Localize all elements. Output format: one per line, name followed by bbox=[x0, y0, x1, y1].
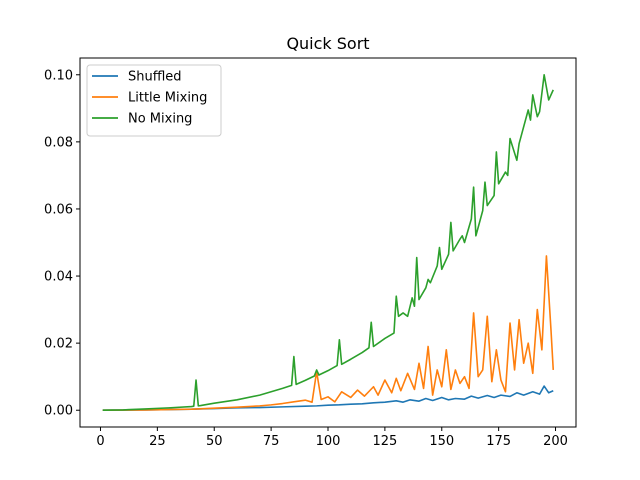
x-tick-label-6: 150 bbox=[429, 434, 454, 449]
y-tick-label-0: 0.00 bbox=[44, 404, 73, 419]
x-tick-label-4: 100 bbox=[316, 434, 341, 449]
x-tick-label-1: 25 bbox=[149, 434, 166, 449]
series-line-shuffled bbox=[102, 385, 554, 412]
legend-label-little-mixing: Little Mixing bbox=[128, 91, 207, 106]
chart-title: Quick Sort bbox=[286, 34, 369, 53]
x-tick-label-7: 175 bbox=[486, 434, 511, 449]
series-line-little-mixing bbox=[102, 255, 555, 412]
x-tick-label-5: 125 bbox=[372, 434, 397, 449]
series-layer bbox=[102, 73, 555, 412]
legend: Shuffled Little Mixing No Mixing bbox=[86, 64, 222, 137]
y-tick-label-4: 0.08 bbox=[44, 135, 73, 150]
y-axis: 0.00 0.02 0.04 0.06 0.08 0.10 bbox=[44, 68, 80, 419]
y-tick-label-5: 0.10 bbox=[44, 68, 73, 83]
x-tick-label-2: 50 bbox=[206, 434, 223, 449]
y-tick-label-1: 0.02 bbox=[44, 337, 73, 352]
x-tick-label-8: 200 bbox=[543, 434, 568, 449]
legend-label-no-mixing: No Mixing bbox=[128, 112, 192, 127]
y-tick-label-2: 0.04 bbox=[44, 270, 73, 285]
x-tick-label-3: 75 bbox=[263, 434, 280, 449]
series-line-no-mixing bbox=[102, 73, 554, 412]
x-axis: 0 25 50 75 100 125 150 175 200 bbox=[96, 427, 568, 449]
x-tick-label-0: 0 bbox=[96, 434, 104, 449]
plot-frame bbox=[79, 57, 577, 428]
legend-box bbox=[86, 64, 222, 137]
y-tick-label-3: 0.06 bbox=[44, 202, 73, 217]
legend-label-shuffled: Shuffled bbox=[128, 70, 182, 85]
